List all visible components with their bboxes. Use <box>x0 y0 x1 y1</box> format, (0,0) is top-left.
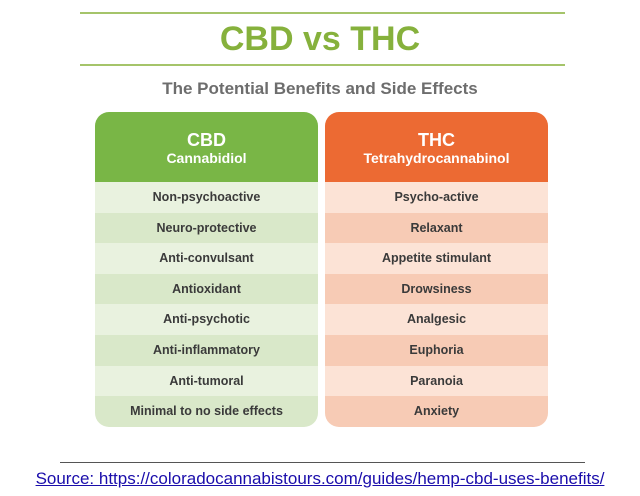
item: Appetite stimulant <box>325 243 548 274</box>
column-header: THC Tetrahydrocannabinol <box>325 112 548 182</box>
item: Antioxidant <box>95 273 318 305</box>
item: Euphoria <box>325 334 548 366</box>
rule <box>80 12 565 14</box>
column-full-name: Cannabidiol <box>166 150 247 166</box>
column-name: THC <box>418 130 455 150</box>
source-link[interactable]: Source: https://coloradocannabistours.co… <box>35 469 605 488</box>
item: Drowsiness <box>325 273 548 305</box>
item: Non-psychoactive <box>95 182 318 213</box>
item: Relaxant <box>325 212 548 244</box>
item: Paranoia <box>325 365 548 397</box>
column: THC Tetrahydrocannabinol Psycho-active Rela… <box>325 112 548 427</box>
title: CBD vs THC <box>219 20 421 58</box>
column-header: CBD Cannabidiol <box>95 112 318 182</box>
column-full-name: Tetrahydrocannabinol <box>363 150 510 166</box>
item: Minimal to no side effects <box>95 396 318 427</box>
item: Anti-convulsant <box>95 243 318 274</box>
item: Psycho-active <box>325 182 548 213</box>
source-rule <box>60 462 585 463</box>
subtitle: The Potential Benefits and Side Effects <box>162 79 478 98</box>
item: Anti-psychotic <box>95 304 318 335</box>
item: Analgesic <box>325 304 548 335</box>
rule <box>80 64 565 66</box>
column: CBD Cannabidiol Non-psychoactive Neuro-prot… <box>95 112 318 427</box>
item: Anti-inflammatory <box>95 334 318 366</box>
column-name: CBD <box>187 130 226 150</box>
item: Neuro-protective <box>95 212 318 244</box>
item: Anxiety <box>325 396 548 427</box>
item: Anti-tumoral <box>95 365 318 397</box>
